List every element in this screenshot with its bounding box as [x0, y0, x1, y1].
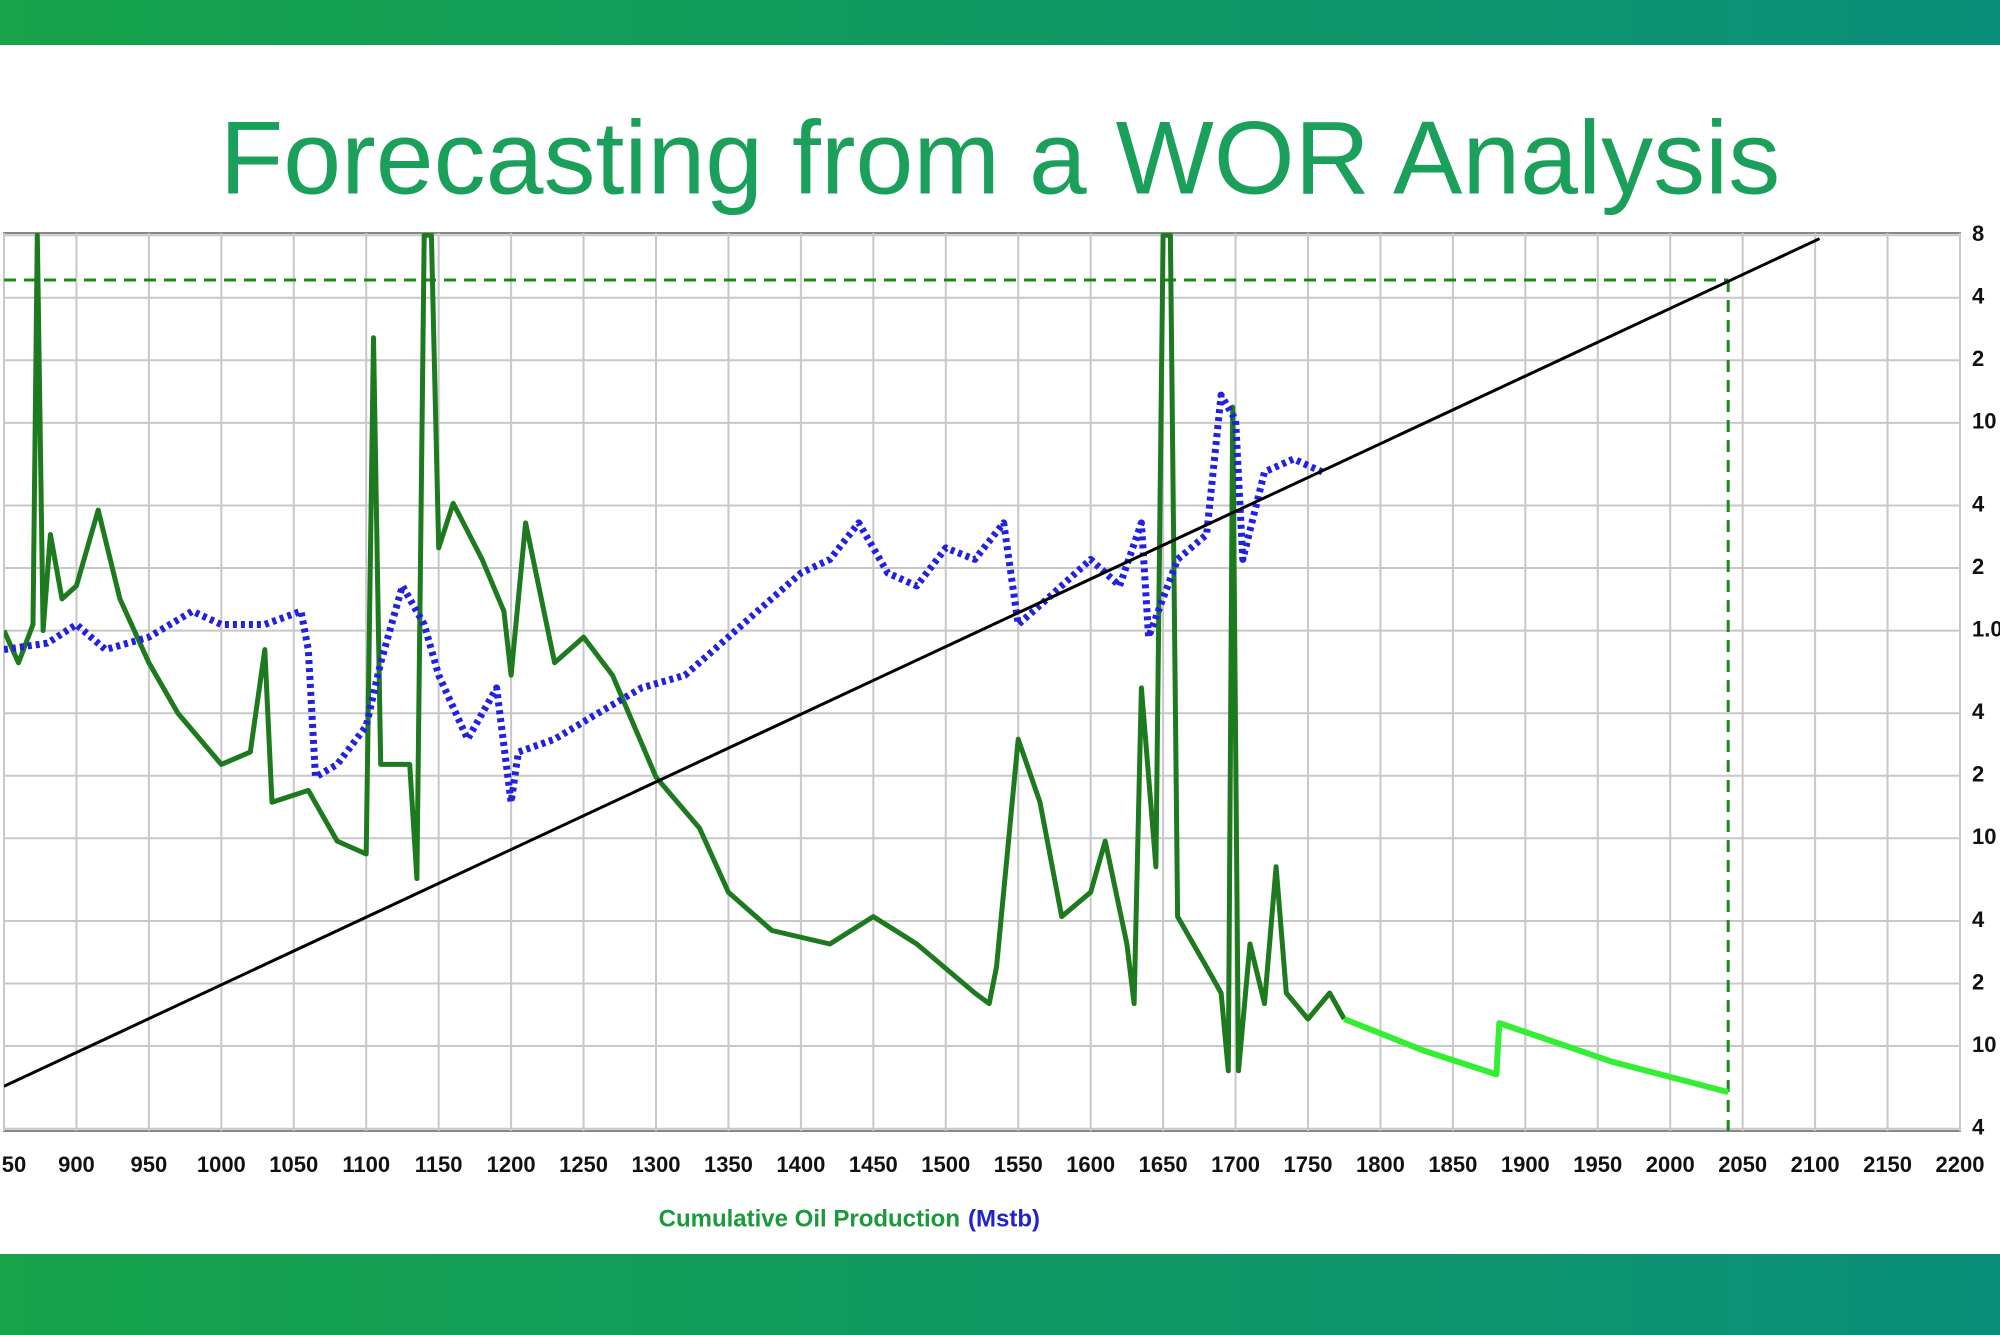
- x-axis-unit: (Mstb): [968, 1205, 1040, 1232]
- x-tick-label: 1450: [849, 1152, 898, 1177]
- x-tick-label: 1050: [269, 1152, 318, 1177]
- x-tick-label: 1350: [704, 1152, 753, 1177]
- y-tick-label: 10: [1972, 824, 1996, 849]
- y-tick-label: 4: [1972, 907, 1985, 932]
- top-banner: [0, 0, 2000, 45]
- y-tick-label: 10: [1972, 409, 1996, 434]
- y-tick-label: 4: [1972, 284, 1985, 309]
- y-tick-label: 4: [1972, 699, 1985, 724]
- x-tick-label: 2200: [1936, 1152, 1985, 1177]
- y-tick-label: 2: [1972, 762, 1984, 787]
- y-tick-label: 2: [1972, 969, 1984, 994]
- x-tick-label: 1150: [415, 1152, 463, 1177]
- x-tick-label: 2050: [1718, 1152, 1767, 1177]
- y-tick-label: 8: [1972, 221, 1984, 246]
- x-tick-label: 1900: [1501, 1152, 1550, 1177]
- bottom-banner: [0, 1254, 2000, 1335]
- x-tick-label: 1650: [1139, 1152, 1188, 1177]
- x-tick-label: 1850: [1428, 1152, 1477, 1177]
- x-tick-label: 1000: [197, 1152, 246, 1177]
- x-tick-label: 1750: [1284, 1152, 1333, 1177]
- y-tick-label: 2: [1972, 554, 1984, 579]
- x-tick-label: 1300: [632, 1152, 681, 1177]
- x-tick-label: 900: [58, 1152, 95, 1177]
- x-tick-label: 1800: [1356, 1152, 1405, 1177]
- x-tick-label: 2100: [1791, 1152, 1840, 1177]
- y-tick-label: 10: [1972, 1032, 1996, 1057]
- x-tick-label: 1600: [1066, 1152, 1115, 1177]
- x-tick-label: 1100: [342, 1152, 390, 1177]
- x-tick-label: 950: [131, 1152, 168, 1177]
- y-tick-label: 4: [1972, 491, 1985, 516]
- slide-title: Forecasting from a WOR Analysis: [220, 100, 1780, 216]
- series-line: [4, 237, 1821, 1088]
- x-tick-label: 1500: [921, 1152, 970, 1177]
- y-tick-label: 1.0: [1972, 616, 2000, 641]
- x-tick-label: 1700: [1211, 1152, 1260, 1177]
- x-tick-label: 1200: [487, 1152, 536, 1177]
- series-layer: [4, 233, 1821, 1131]
- x-tick-label: 1250: [559, 1152, 608, 1177]
- y-tick-label: 2: [1972, 346, 1984, 371]
- series-line: [1343, 1016, 1729, 1096]
- x-axis-title: Cumulative Oil Production: [659, 1205, 960, 1232]
- plot-area: [3, 232, 1961, 1132]
- x-tick-label: 50: [2, 1152, 26, 1177]
- y-tick-label: 4: [1972, 1115, 1985, 1140]
- x-tick-label: 2150: [1863, 1152, 1912, 1177]
- series-line: [4, 233, 1347, 1074]
- x-tick-label: 2000: [1646, 1152, 1695, 1177]
- x-tick-label: 1550: [994, 1152, 1043, 1177]
- x-tick-label: 1950: [1573, 1152, 1622, 1177]
- x-tick-label: 1400: [776, 1152, 825, 1177]
- series-line: [4, 391, 1324, 806]
- axes: 50 900 950 1000 1050 1100 1150 1200 1250 1300 1350…: [2, 221, 2000, 1177]
